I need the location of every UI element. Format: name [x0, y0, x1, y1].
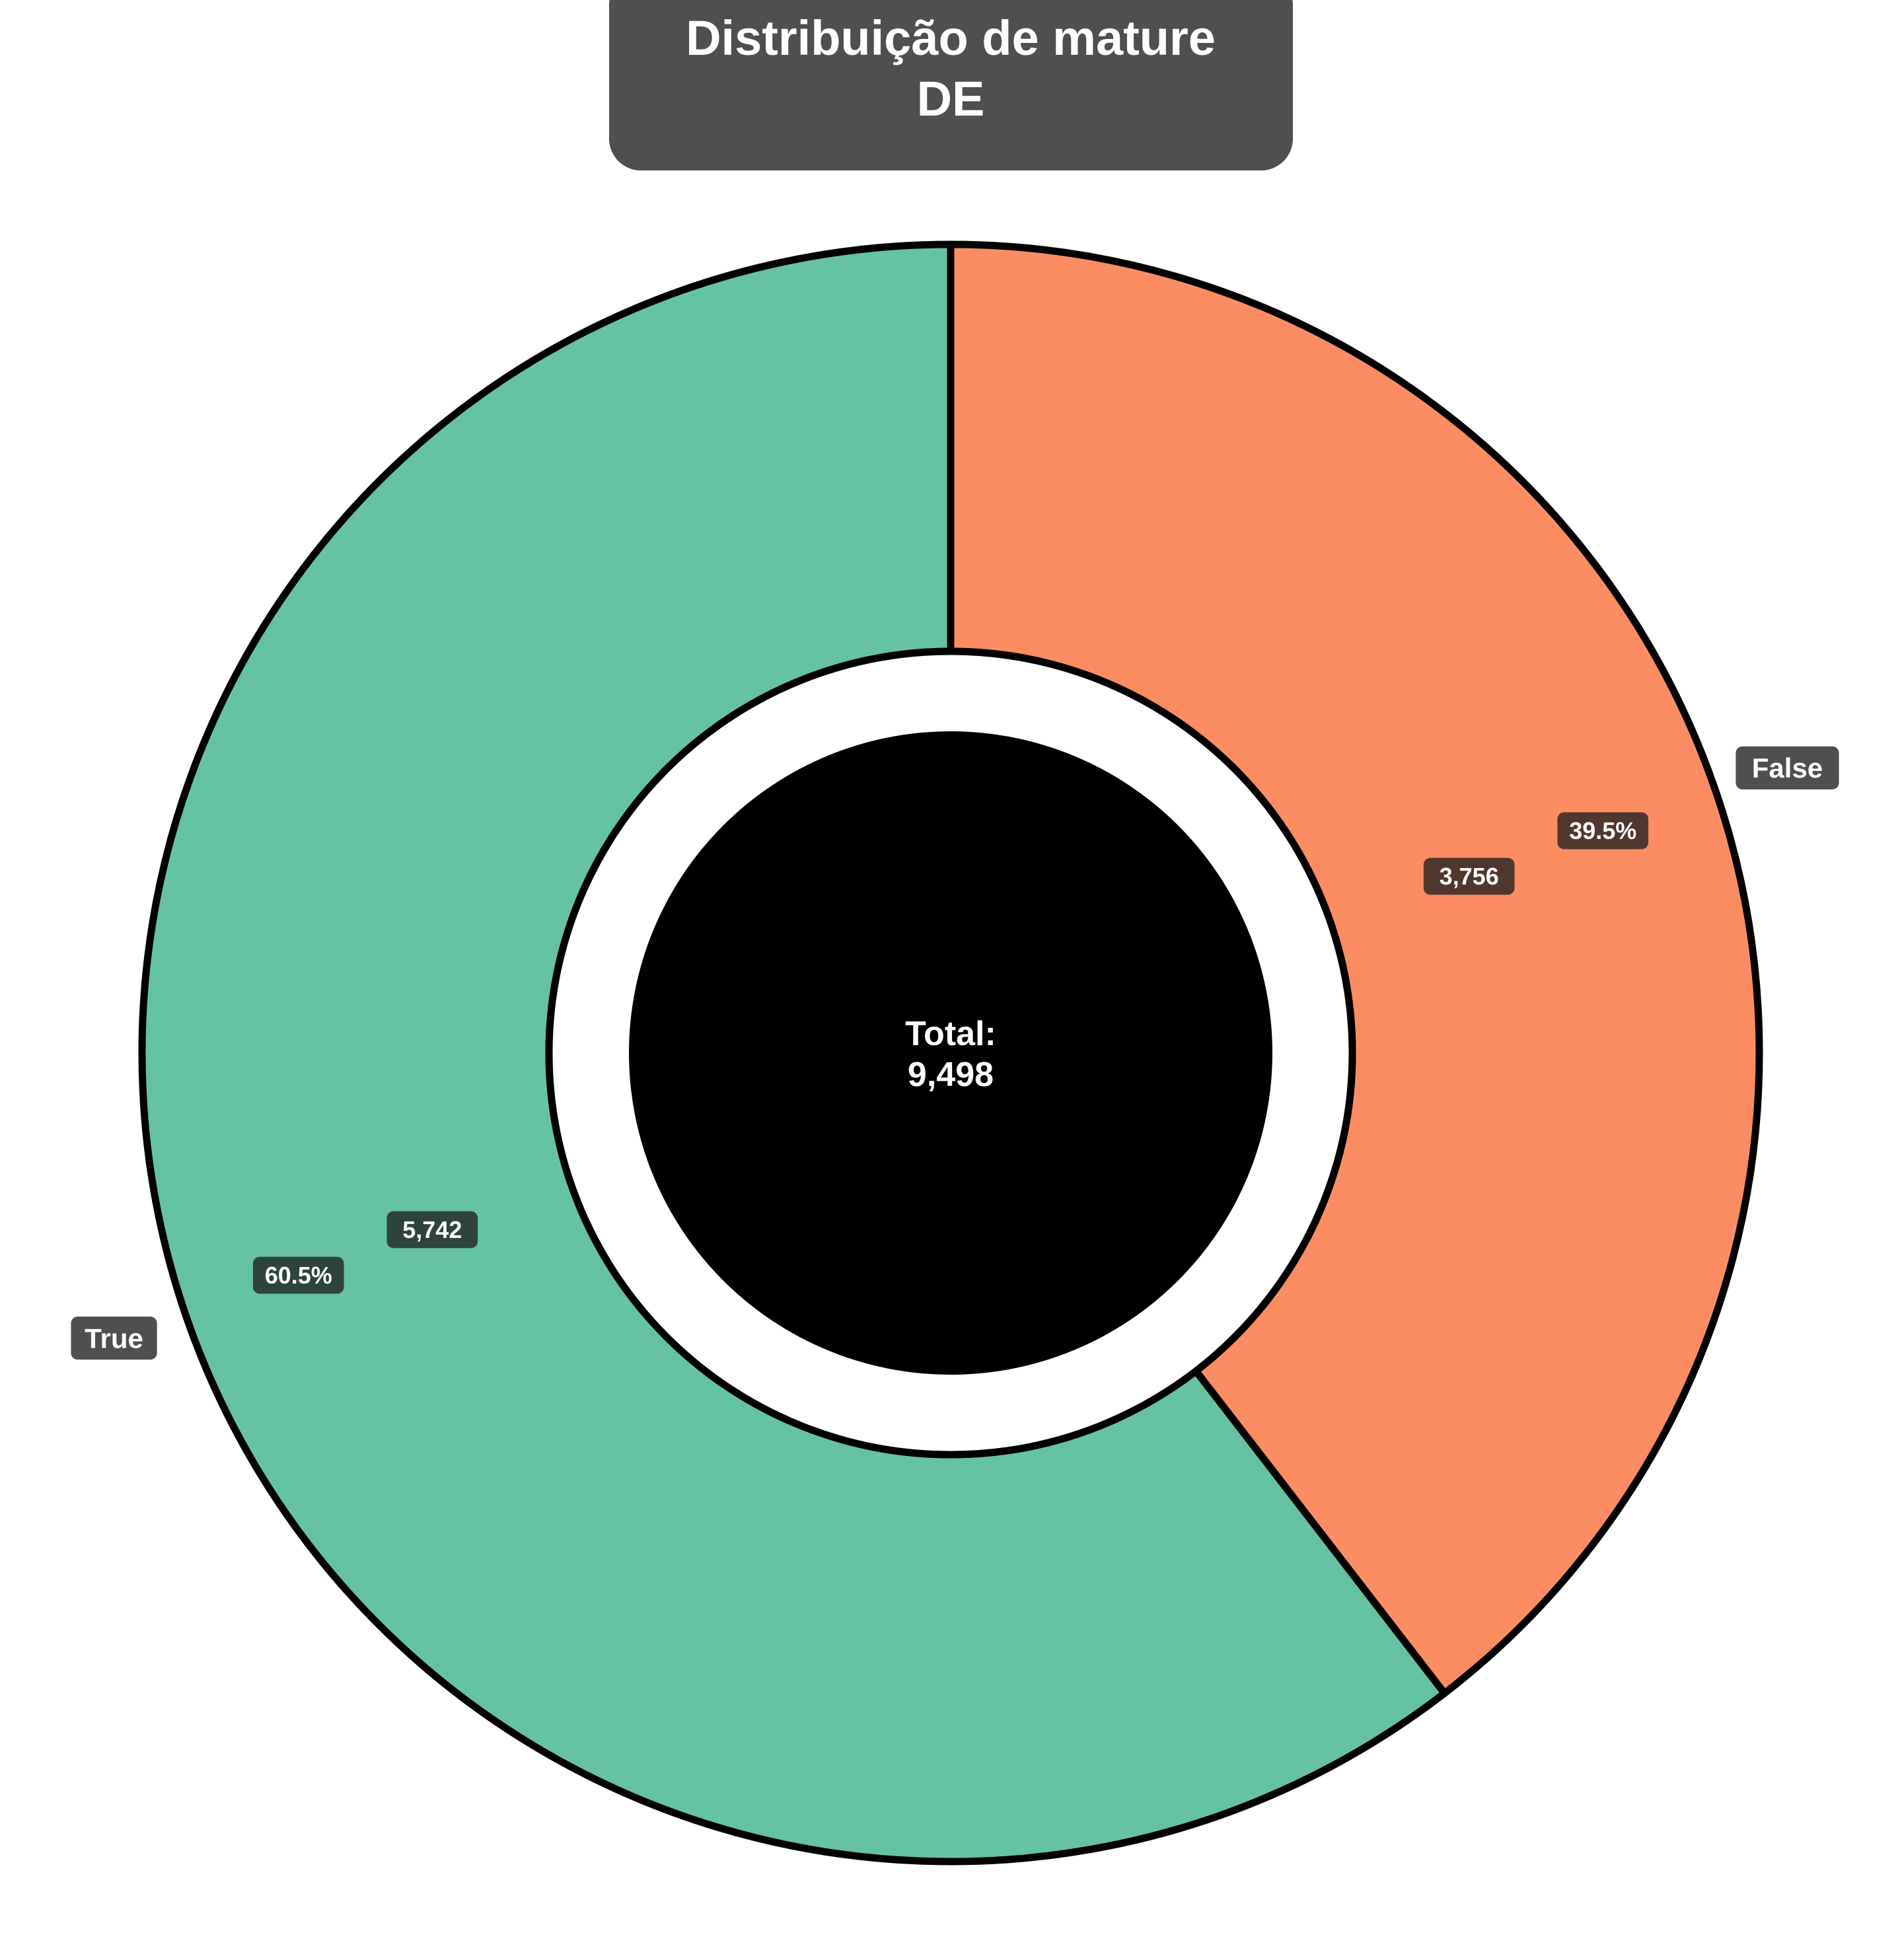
center-circle	[629, 731, 1272, 1375]
category-label-false-box	[1736, 746, 1839, 789]
value-label-true-group: 5,742	[386, 1211, 478, 1249]
title-line-2: DE	[917, 71, 985, 126]
value-label-false-box	[1423, 857, 1515, 895]
percent-label-false-group: 39.5%	[1557, 812, 1649, 850]
value-label-false: 3,756	[1440, 863, 1499, 890]
value-label-false-group: 3,756	[1423, 857, 1515, 895]
value-label-true-box	[386, 1211, 478, 1249]
category-label-true-group: True	[71, 1317, 157, 1360]
percent-label-false-box	[1557, 812, 1649, 850]
chart-title: Distribuição de mature DE	[609, 0, 1293, 170]
category-label-false: False	[1752, 752, 1823, 783]
donut-slices	[138, 240, 1763, 1866]
donut-center: Total: 9,498	[545, 647, 1356, 1459]
center-total-label: Total:	[905, 1015, 996, 1053]
value-label-true: 5,742	[402, 1216, 462, 1243]
category-label-false-group: False	[1736, 746, 1839, 789]
title-line-1: Distribuição de mature	[686, 11, 1216, 65]
category-label-true: True	[85, 1323, 143, 1354]
category-label-true-box	[71, 1317, 157, 1360]
percent-label-false: 39.5%	[1569, 817, 1636, 844]
slice-labels: False 39.5% 3,756 True 60.5% 5,742	[71, 746, 1839, 1360]
percent-label-true-group: 60.5%	[252, 1256, 344, 1294]
percent-label-true-box	[252, 1256, 344, 1294]
center-total-value: 9,498	[908, 1056, 994, 1094]
title-box	[609, 0, 1293, 170]
percent-label-true: 60.5%	[265, 1262, 332, 1289]
